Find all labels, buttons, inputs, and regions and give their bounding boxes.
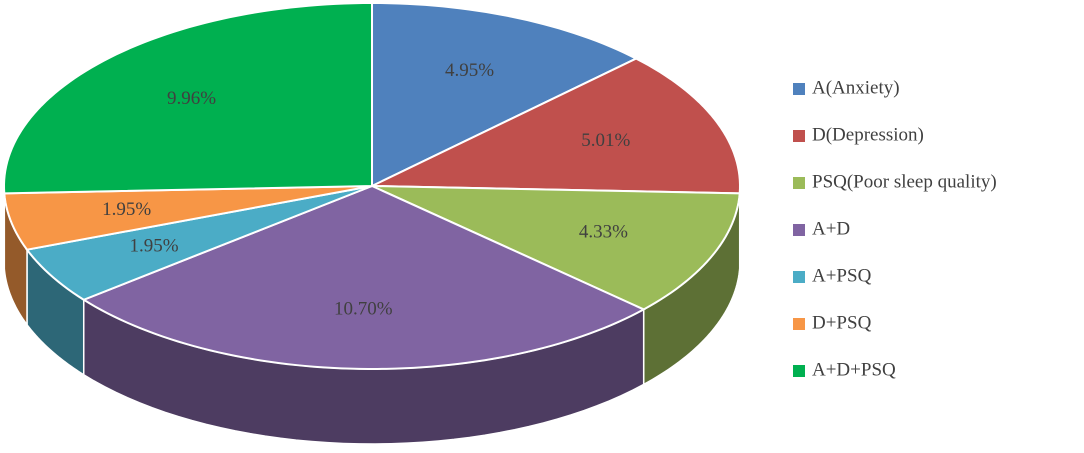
pie-slice: [25, 185, 373, 301]
data-label: 4.33%: [579, 222, 628, 243]
pie-slice: [371, 185, 741, 311]
legend-label: A+PSQ: [812, 265, 872, 286]
legend-swatch: [793, 365, 805, 377]
pie-slice: [371, 1, 639, 188]
legend-swatch: [793, 224, 805, 236]
pie-slice: [3, 185, 373, 251]
pie-slice: [81, 184, 646, 370]
legend-swatch: [793, 83, 805, 95]
data-label: 1.95%: [129, 235, 178, 256]
data-label: 1.95%: [102, 199, 151, 220]
legend-label: PSQ(Poor sleep quality): [812, 171, 997, 192]
data-label: 5.01%: [581, 130, 630, 151]
legend-swatch: [793, 271, 805, 283]
legend-label: D+PSQ: [812, 312, 872, 333]
legend-label: A+D: [812, 218, 850, 239]
legend-label: D(Depression): [812, 124, 924, 145]
data-label: 4.95%: [445, 60, 494, 81]
pie-slice: [3, 1, 373, 195]
data-label: 10.70%: [334, 299, 393, 320]
legend-swatch: [793, 318, 805, 330]
data-label: 9.96%: [167, 88, 216, 109]
legend-label: A+D+PSQ: [812, 359, 896, 380]
legend-label: A(Anxiety): [812, 77, 900, 98]
legend-swatch: [793, 177, 805, 189]
pie-slice: [371, 57, 741, 195]
legend-swatch: [793, 130, 805, 142]
